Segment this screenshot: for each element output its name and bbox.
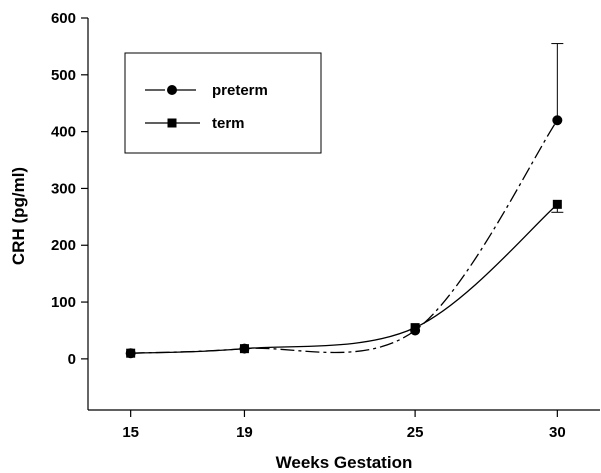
legend-label-term: term bbox=[212, 115, 245, 132]
data-point-term bbox=[126, 348, 136, 358]
series-layer bbox=[125, 43, 564, 359]
y-tick-label: 200 bbox=[51, 237, 76, 254]
legend-marker-preterm bbox=[167, 85, 177, 95]
x-tick-label: 30 bbox=[549, 424, 566, 441]
series-line-preterm bbox=[130, 119, 558, 354]
y-tick-label: 0 bbox=[68, 351, 76, 368]
y-tick-label: 500 bbox=[51, 67, 76, 84]
series-term bbox=[126, 199, 564, 358]
data-point-term bbox=[552, 199, 562, 209]
data-point-preterm bbox=[552, 115, 563, 126]
series-line-term bbox=[130, 203, 558, 354]
x-tick-label: 25 bbox=[407, 424, 424, 441]
legend-box bbox=[124, 52, 322, 154]
y-tick-label: 100 bbox=[51, 294, 76, 311]
y-tick-label: 300 bbox=[51, 180, 76, 197]
data-point-term bbox=[239, 344, 249, 354]
x-axis: 15 19 25 30 bbox=[122, 410, 566, 441]
plot-frame bbox=[87, 18, 600, 411]
y-axis-label: CRH (pg/ml) bbox=[9, 167, 28, 265]
legend-marker-term bbox=[167, 118, 177, 128]
legend: preterm term bbox=[124, 52, 322, 154]
x-axis-label: Weeks Gestation bbox=[276, 453, 413, 472]
y-tick-label: 400 bbox=[51, 124, 76, 141]
x-tick-label: 19 bbox=[236, 424, 253, 441]
y-axis: 0 100 200 300 400 500 600 bbox=[51, 10, 88, 368]
legend-label-preterm: preterm bbox=[212, 82, 268, 99]
data-point-term bbox=[410, 323, 420, 333]
y-tick-label: 600 bbox=[51, 10, 76, 27]
x-tick-label: 15 bbox=[122, 424, 139, 441]
